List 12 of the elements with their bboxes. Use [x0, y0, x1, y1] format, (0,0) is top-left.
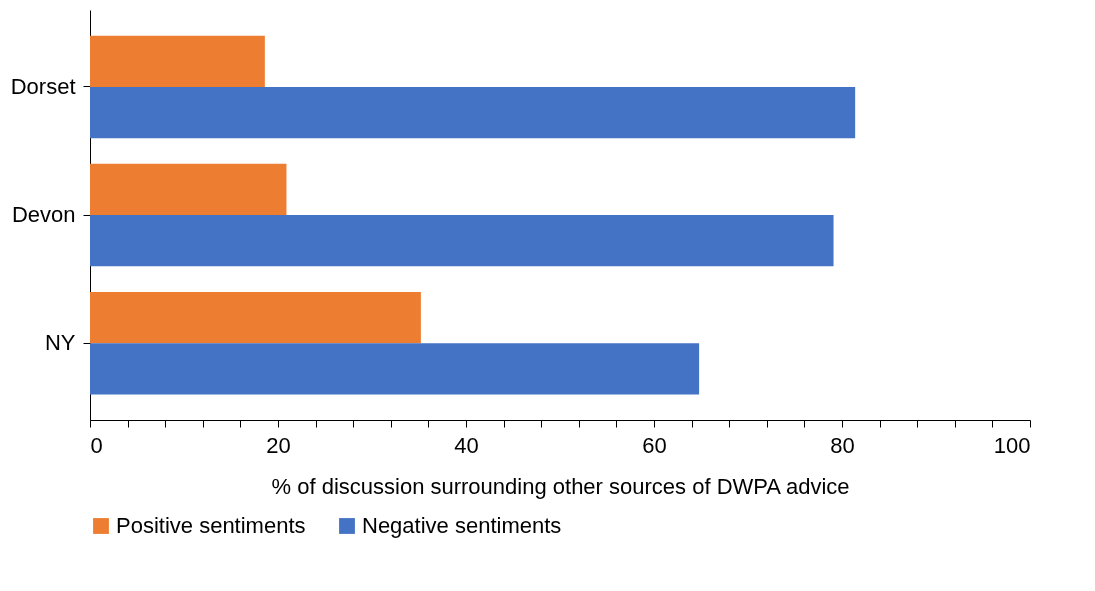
y-tick-label: Dorset [10, 73, 76, 99]
legend-label: Positive sentiments [116, 513, 306, 538]
y-tick-label: Devon [11, 202, 76, 227]
y-tick-label: NY [44, 330, 76, 356]
x-tick-label: 100 [993, 432, 1031, 458]
x-tick-label: 60 [642, 432, 667, 458]
x-tick-label: 80 [830, 432, 855, 458]
x-tick-label: 20 [266, 432, 291, 458]
x-axis-title: % of discussion surrounding other sources of DWPA advice [271, 473, 850, 499]
legend-label: Negative sentiments [362, 513, 562, 538]
x-tick-label: 0 [90, 432, 103, 458]
x-tick-label: 40 [454, 432, 479, 458]
